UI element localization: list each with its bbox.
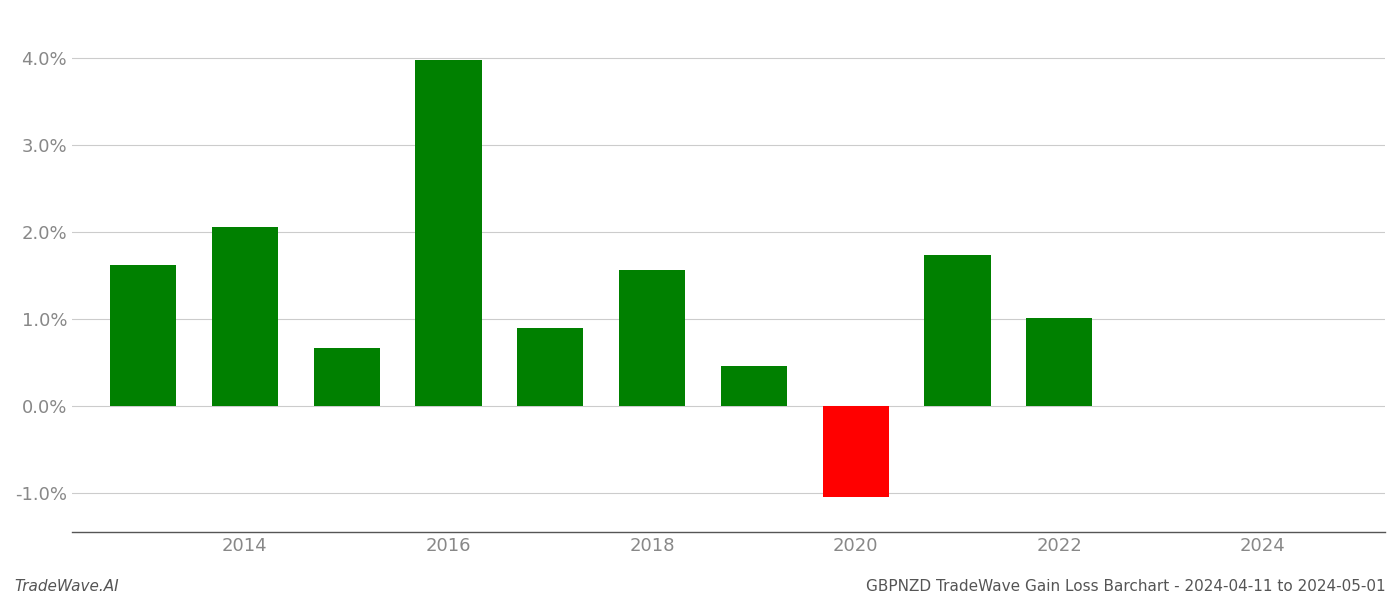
Bar: [619, 269, 685, 406]
Bar: [314, 348, 379, 406]
Bar: [1026, 319, 1092, 406]
Bar: [111, 265, 176, 406]
Bar: [823, 406, 889, 497]
Bar: [721, 366, 787, 406]
Bar: [211, 227, 279, 406]
Bar: [517, 328, 584, 406]
Bar: [416, 60, 482, 406]
Bar: [924, 255, 991, 406]
Text: GBPNZD TradeWave Gain Loss Barchart - 2024-04-11 to 2024-05-01: GBPNZD TradeWave Gain Loss Barchart - 20…: [867, 579, 1386, 594]
Text: TradeWave.AI: TradeWave.AI: [14, 579, 119, 594]
